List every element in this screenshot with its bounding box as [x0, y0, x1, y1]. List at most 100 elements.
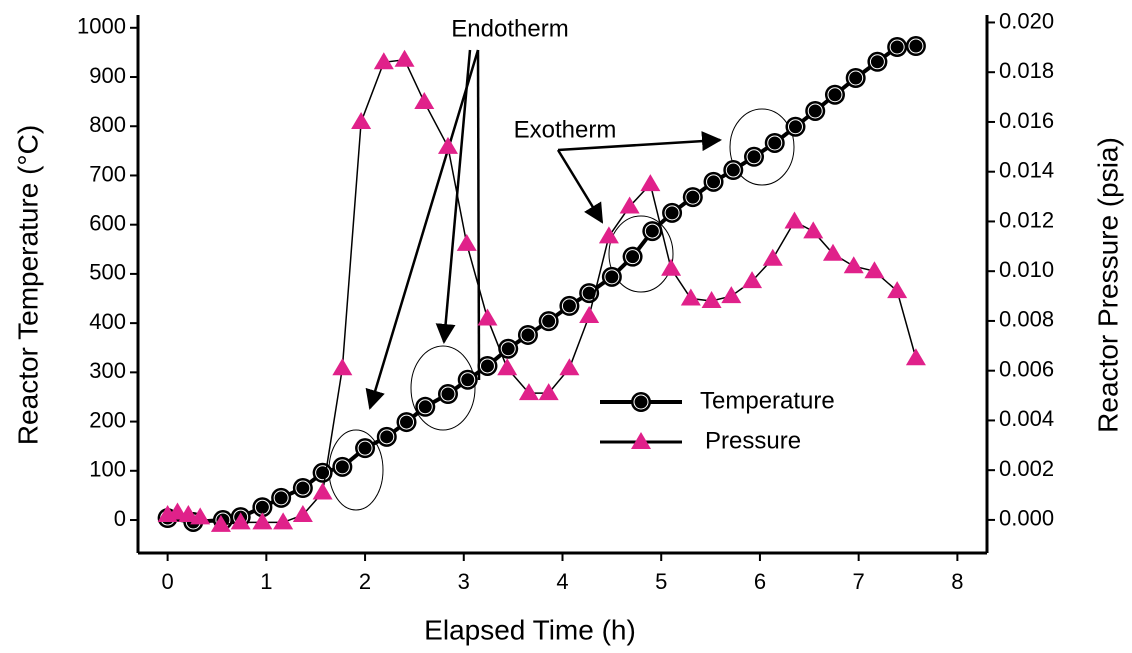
point — [376, 426, 397, 447]
point-ring — [520, 327, 536, 343]
annotation: Endotherm — [451, 15, 568, 42]
point-ring — [889, 39, 905, 55]
y2-tick-label: 0.020 — [999, 8, 1054, 33]
point — [631, 432, 651, 449]
point — [312, 482, 333, 500]
point — [723, 160, 744, 181]
point — [538, 383, 559, 401]
point — [292, 478, 313, 499]
legend-label: Temperature — [700, 387, 835, 414]
point — [661, 258, 682, 276]
y2-tick-label: 0.010 — [999, 257, 1054, 282]
point — [477, 355, 498, 376]
point-ring — [625, 249, 641, 265]
point — [414, 92, 435, 110]
x-tick-label: 0 — [161, 569, 173, 594]
x-tick-label: 2 — [359, 569, 371, 594]
y-axis-label: Reactor Temperature (°C) — [12, 125, 43, 445]
point — [864, 261, 885, 279]
x-tick-label: 7 — [853, 569, 865, 594]
point-ring — [541, 313, 557, 329]
point-ring — [644, 223, 660, 239]
point — [703, 171, 724, 192]
y-tick-label: 600 — [89, 210, 126, 235]
y-tick-label: 100 — [89, 457, 126, 482]
point — [517, 324, 538, 345]
point — [373, 52, 394, 70]
y2-tick-label: 0.006 — [999, 356, 1054, 381]
x-tick-label: 5 — [655, 569, 667, 594]
y2-tick-label: 0.014 — [999, 158, 1054, 183]
point-ring — [479, 358, 495, 374]
point-ring — [807, 103, 823, 119]
point — [437, 136, 458, 154]
point — [230, 512, 251, 530]
x-tick-label: 3 — [458, 569, 470, 594]
point-ring — [604, 269, 620, 285]
point-ring — [827, 87, 843, 103]
point — [905, 348, 926, 366]
y-tick-label: 900 — [89, 63, 126, 88]
point — [640, 174, 661, 192]
y2-tick-label: 0.018 — [999, 58, 1054, 83]
point-ring — [315, 465, 331, 481]
point-ring — [633, 394, 649, 410]
point — [905, 36, 926, 57]
point — [252, 512, 273, 530]
y-tick-label: 700 — [89, 161, 126, 186]
point — [701, 291, 722, 309]
annotation-arrows — [365, 49, 722, 410]
point — [273, 512, 294, 530]
point-ring — [334, 459, 350, 475]
point — [721, 286, 742, 304]
point — [682, 187, 703, 208]
point — [742, 271, 763, 289]
point — [601, 266, 622, 287]
point — [803, 221, 824, 239]
point-ring — [500, 341, 516, 357]
y-tick-label: 1000 — [77, 14, 126, 39]
y2-tick-label: 0.004 — [999, 406, 1054, 431]
point — [631, 392, 651, 412]
y-tick-label: 200 — [89, 407, 126, 432]
point-ring — [379, 429, 395, 445]
point — [619, 196, 640, 214]
point — [456, 233, 477, 251]
point — [762, 248, 783, 266]
x-tick-label: 1 — [260, 569, 272, 594]
point — [437, 384, 458, 405]
point-ring — [787, 119, 803, 135]
point — [785, 116, 806, 137]
point — [477, 308, 498, 326]
point — [498, 338, 519, 359]
x-tick-label: 6 — [754, 569, 766, 594]
point-ring — [725, 162, 741, 178]
point — [579, 305, 600, 323]
point — [457, 369, 478, 390]
point — [887, 36, 908, 57]
point-ring — [767, 135, 783, 151]
x-tick-label: 4 — [556, 569, 568, 594]
point — [415, 396, 436, 417]
point — [662, 202, 683, 223]
point — [824, 84, 845, 105]
point — [764, 132, 785, 153]
point — [843, 256, 864, 274]
y-tick-label: 300 — [89, 358, 126, 383]
point-ring — [706, 174, 722, 190]
y2-tick-label: 0.008 — [999, 307, 1054, 332]
point-ring — [417, 399, 433, 415]
point — [332, 456, 353, 477]
y-tick-label: 800 — [89, 112, 126, 137]
point-ring — [273, 490, 289, 506]
point — [271, 487, 292, 508]
point — [332, 358, 353, 376]
point-ring — [460, 372, 476, 388]
point — [805, 100, 826, 121]
y2-axis-label: Reactor Pressure (psia) — [1092, 137, 1123, 433]
point — [559, 295, 580, 316]
point-ring — [664, 205, 680, 221]
point-ring — [561, 298, 577, 314]
point — [292, 504, 313, 522]
